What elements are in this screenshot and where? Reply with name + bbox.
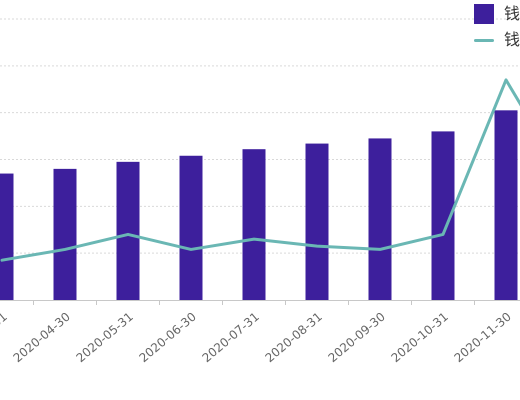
legend-line-label: 钱: [504, 30, 520, 49]
bar-2020-07-31[interactable]: [242, 149, 266, 300]
bar-2020-06-30[interactable]: [179, 155, 203, 300]
bar-2020-09-30[interactable]: [368, 138, 392, 300]
bar-series: [0, 110, 518, 300]
x-tick-label: 2020-10-31: [388, 310, 450, 366]
bar-2020-08-31[interactable]: [305, 143, 329, 300]
x-axis: 2020-03-31 2020-04-30 2020-05-31 2020-06-30…: [0, 300, 520, 365]
x-tick-label: 2020-07-31: [199, 310, 261, 366]
bar-2020-11-30[interactable]: [494, 110, 518, 300]
legend-line-swatch: [474, 39, 494, 42]
x-tick-label: 2020-03-31: [0, 310, 10, 366]
x-tick-label: 2020-08-31: [262, 310, 324, 366]
line-path[interactable]: [0, 78, 520, 262]
x-tick-label: 2020-04-30: [10, 310, 72, 366]
legend-bar-label: 钱: [504, 4, 520, 23]
bar-2020-05-31[interactable]: [116, 161, 140, 300]
legend-bar-swatch: [474, 4, 494, 24]
x-tick-label: 2020-09-30: [325, 310, 387, 366]
line-series: [0, 78, 520, 262]
bar-2020-03-31[interactable]: [0, 173, 14, 300]
x-tick-label: 2020-06-30: [136, 310, 198, 366]
x-tick-label: 2020-11-30: [451, 310, 513, 366]
bar-2020-04-30[interactable]: [53, 168, 77, 300]
x-tick-label: 2020-05-31: [73, 310, 135, 366]
bar-2020-10-31[interactable]: [431, 131, 455, 300]
